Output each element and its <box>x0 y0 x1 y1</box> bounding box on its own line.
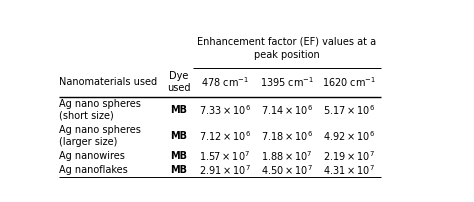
Text: $2.19 \times 10^{7}$: $2.19 \times 10^{7}$ <box>323 149 375 163</box>
Text: $7.14 \times 10^{6}$: $7.14 \times 10^{6}$ <box>261 103 313 117</box>
Text: $1.88 \times 10^{7}$: $1.88 \times 10^{7}$ <box>261 149 313 163</box>
Text: Ag nanoflakes: Ag nanoflakes <box>59 165 128 176</box>
Text: Ag nanowires: Ag nanowires <box>59 152 125 161</box>
Text: Ag nano spheres
(short size): Ag nano spheres (short size) <box>59 99 141 121</box>
Text: $4.92 \times 10^{6}$: $4.92 \times 10^{6}$ <box>323 129 375 143</box>
Text: MB: MB <box>170 165 187 176</box>
Text: $7.33 \times 10^{6}$: $7.33 \times 10^{6}$ <box>199 103 251 117</box>
Text: $7.18 \times 10^{6}$: $7.18 \times 10^{6}$ <box>261 129 313 143</box>
Text: 1620 cm$^{-1}$: 1620 cm$^{-1}$ <box>322 75 376 89</box>
Text: 1395 cm$^{-1}$: 1395 cm$^{-1}$ <box>260 75 314 89</box>
Text: MB: MB <box>170 152 187 161</box>
Text: Ag nano spheres
(larger size): Ag nano spheres (larger size) <box>59 125 141 147</box>
Text: Enhancement factor (EF) values at a
peak position: Enhancement factor (EF) values at a peak… <box>198 37 376 60</box>
Text: $1.57 \times 10^{7}$: $1.57 \times 10^{7}$ <box>199 149 250 163</box>
Text: $2.91 \times 10^{7}$: $2.91 \times 10^{7}$ <box>199 164 251 177</box>
Text: 478 cm$^{-1}$: 478 cm$^{-1}$ <box>201 75 248 89</box>
Text: MB: MB <box>170 131 187 141</box>
Text: $5.17 \times 10^{6}$: $5.17 \times 10^{6}$ <box>323 103 375 117</box>
Text: $7.12 \times 10^{6}$: $7.12 \times 10^{6}$ <box>199 129 251 143</box>
Text: MB: MB <box>170 105 187 115</box>
Text: Dye
used: Dye used <box>167 71 191 93</box>
Text: $4.50 \times 10^{7}$: $4.50 \times 10^{7}$ <box>261 164 313 177</box>
Text: Nanomaterials used: Nanomaterials used <box>59 77 157 87</box>
Text: $4.31 \times 10^{7}$: $4.31 \times 10^{7}$ <box>323 164 375 177</box>
